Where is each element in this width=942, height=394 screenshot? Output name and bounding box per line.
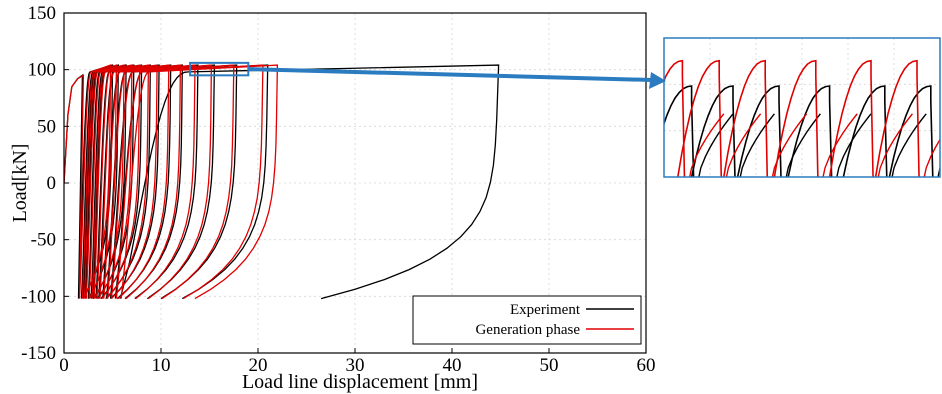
inset-curves xyxy=(664,59,940,177)
inset-frame xyxy=(663,37,941,178)
zoom-callout xyxy=(189,61,666,89)
experiment-inset-curve xyxy=(736,85,782,177)
generation-loop xyxy=(103,64,196,300)
x-tick-label: 0 xyxy=(59,355,69,376)
y-tick-label: 150 xyxy=(28,3,57,24)
x-tick-label: 40 xyxy=(443,355,462,376)
legend-box xyxy=(412,295,642,345)
x-tick-label: 50 xyxy=(540,355,559,376)
experiment-inset-curve xyxy=(842,85,888,177)
generation-loop xyxy=(110,64,235,300)
legend: Experiment Generation phase xyxy=(412,295,642,345)
generation-inset-curve xyxy=(664,59,686,177)
generation-loop xyxy=(64,64,112,299)
curves xyxy=(64,64,500,300)
experiment-loop xyxy=(119,64,500,300)
experiment-inset-reload xyxy=(739,113,775,177)
generation-loop xyxy=(99,64,182,300)
legend-label-generation-phase: Generation phase xyxy=(475,322,580,338)
zoom-arrow-line xyxy=(248,67,653,82)
x-tick-label: 60 xyxy=(637,355,656,376)
generation-loop xyxy=(96,64,170,300)
zoom-arrow-head xyxy=(649,72,666,89)
inset-chart xyxy=(663,37,941,178)
generation-inset-curve xyxy=(723,59,769,177)
series-generation-phase xyxy=(64,64,279,300)
main-chart: 0 10 20 30 40 50 60 150 100 50 0 -50 -100 -150 Load li… xyxy=(9,3,656,393)
generation-inset-curve xyxy=(773,59,819,177)
y-tick-label: 0 xyxy=(47,173,57,194)
experiment-inset-reload xyxy=(891,113,927,177)
experiment-inset-curve xyxy=(888,85,934,177)
experiment-inset-curve xyxy=(690,85,736,177)
y-tick-label: 50 xyxy=(37,116,56,137)
x-tick-label: 20 xyxy=(249,355,268,376)
generation-loop xyxy=(83,64,125,299)
ticks: 0 10 20 30 40 50 60 150 100 50 0 -50 -100 -150 xyxy=(21,3,655,376)
generation-inset-reload xyxy=(725,113,762,177)
x-axis-label: Load line displacement [mm] xyxy=(242,371,478,393)
generation-loop xyxy=(107,64,213,300)
legend-label-experiment: Experiment xyxy=(510,302,581,318)
experiment-inset-reload xyxy=(785,113,821,177)
generation-inset-curve xyxy=(828,59,874,177)
generation-inset-curve xyxy=(874,59,920,177)
x-tick-label: 30 xyxy=(346,355,365,376)
y-tick-label: -150 xyxy=(21,343,56,364)
y-tick-label: 100 xyxy=(28,60,57,81)
x-tick-label: 10 xyxy=(152,355,171,376)
experiment-inset-curve xyxy=(787,85,833,177)
experiment-inset-reload xyxy=(698,113,734,177)
generation-loop xyxy=(120,64,279,300)
y-axis-label: Load[kN] xyxy=(9,144,31,223)
generation-inset-reload xyxy=(688,113,725,177)
generation-inset-curve xyxy=(677,59,723,177)
y-tick-label: -100 xyxy=(21,286,56,307)
generation-loop xyxy=(81,64,118,299)
generation-loop xyxy=(93,64,158,300)
y-tick-label: -50 xyxy=(31,230,56,251)
generation-loop xyxy=(88,64,141,299)
experiment-inset-curve xyxy=(664,85,695,177)
generation-inset-reload xyxy=(923,138,940,177)
generation-inset-reload xyxy=(877,113,913,177)
generation-loop xyxy=(91,64,150,300)
generation-inset-reload xyxy=(822,113,858,177)
